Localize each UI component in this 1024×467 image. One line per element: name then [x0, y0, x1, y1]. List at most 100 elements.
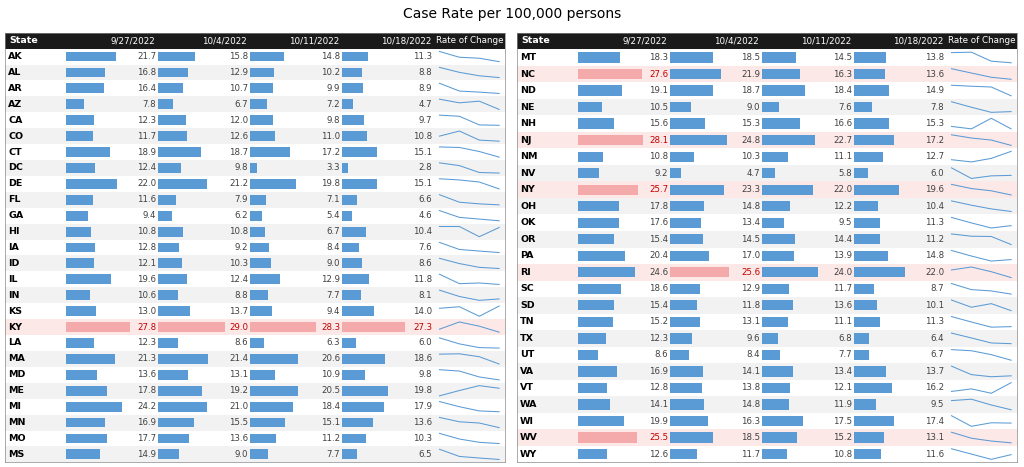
Bar — [854, 449, 881, 459]
Bar — [250, 84, 272, 93]
Text: WI: WI — [520, 417, 535, 425]
Text: 8.1: 8.1 — [419, 291, 432, 300]
Bar — [5, 33, 505, 49]
Bar — [158, 354, 208, 364]
Bar — [5, 112, 505, 128]
Text: 10.1: 10.1 — [926, 301, 944, 310]
Bar — [5, 446, 505, 462]
Bar — [342, 386, 388, 396]
Text: 9.7: 9.7 — [419, 116, 432, 125]
Bar — [762, 135, 815, 145]
Bar — [5, 287, 505, 303]
Bar — [517, 231, 1017, 248]
Bar — [250, 402, 293, 411]
Text: UT: UT — [520, 350, 535, 360]
Bar — [670, 69, 721, 79]
Bar — [5, 351, 505, 367]
Text: 11.1: 11.1 — [834, 318, 852, 326]
Bar — [5, 64, 505, 80]
Bar — [762, 449, 786, 459]
Bar — [854, 251, 888, 261]
Text: 10.2: 10.2 — [322, 68, 340, 77]
Text: OH: OH — [520, 202, 537, 211]
Bar — [342, 163, 348, 173]
Bar — [158, 275, 186, 284]
Text: 9.6: 9.6 — [746, 334, 760, 343]
Text: DC: DC — [8, 163, 23, 172]
Text: 24.0: 24.0 — [834, 268, 852, 277]
Bar — [5, 399, 505, 415]
Text: GA: GA — [8, 211, 24, 220]
Bar — [854, 333, 868, 344]
Bar — [158, 259, 181, 269]
Bar — [854, 399, 876, 410]
Text: 28.3: 28.3 — [322, 323, 340, 332]
Bar — [5, 80, 505, 96]
Text: 17.6: 17.6 — [649, 218, 669, 227]
Text: 17.2: 17.2 — [322, 148, 340, 156]
Bar — [517, 149, 1017, 165]
Text: 10.3: 10.3 — [741, 152, 760, 161]
Text: 12.2: 12.2 — [834, 202, 852, 211]
Bar — [5, 224, 505, 240]
Text: 8.4: 8.4 — [327, 243, 340, 252]
Text: VA: VA — [520, 367, 535, 376]
Text: 12.0: 12.0 — [229, 116, 248, 125]
Bar — [342, 322, 406, 332]
Text: 16.3: 16.3 — [741, 417, 760, 425]
Text: VT: VT — [520, 383, 535, 392]
Bar — [5, 303, 505, 319]
Text: 27.6: 27.6 — [649, 70, 669, 78]
Bar — [517, 413, 1017, 429]
Bar — [517, 33, 1017, 49]
Text: MN: MN — [8, 418, 26, 427]
Bar — [250, 370, 275, 380]
Text: 14.0: 14.0 — [414, 307, 432, 316]
Bar — [158, 449, 178, 460]
Bar — [854, 135, 894, 145]
Text: 6.0: 6.0 — [931, 169, 944, 177]
Bar — [250, 354, 298, 364]
Bar — [762, 234, 796, 244]
Bar — [158, 179, 207, 189]
Text: CO: CO — [8, 132, 24, 141]
Text: Rate of Change: Rate of Change — [947, 36, 1015, 45]
Text: 17.9: 17.9 — [414, 402, 432, 411]
Text: OR: OR — [520, 235, 536, 244]
Bar — [854, 102, 872, 112]
Bar — [158, 433, 189, 443]
Text: 7.6: 7.6 — [419, 243, 432, 252]
Bar — [250, 147, 290, 157]
Text: 8.6: 8.6 — [234, 339, 248, 347]
Bar — [670, 135, 727, 145]
Bar — [66, 290, 90, 300]
Bar — [342, 370, 365, 380]
Text: 22.0: 22.0 — [926, 268, 944, 277]
Text: 13.8: 13.8 — [741, 383, 760, 392]
Text: 12.1: 12.1 — [834, 383, 852, 392]
Text: 27.3: 27.3 — [414, 323, 432, 332]
Bar — [762, 52, 796, 63]
Text: 9.4: 9.4 — [142, 211, 157, 220]
Text: 18.6: 18.6 — [649, 284, 669, 293]
Text: 10.8: 10.8 — [229, 227, 248, 236]
Bar — [517, 165, 1017, 181]
Bar — [158, 290, 178, 300]
Bar — [578, 102, 602, 112]
Bar — [517, 297, 1017, 314]
Text: 8.6: 8.6 — [654, 350, 669, 360]
Bar — [578, 184, 638, 195]
Text: 10/4/2022: 10/4/2022 — [203, 36, 247, 45]
Text: 21.4: 21.4 — [229, 354, 248, 363]
Bar — [578, 366, 617, 376]
Bar — [670, 333, 692, 344]
Bar — [158, 242, 179, 253]
Bar — [5, 415, 505, 431]
Text: 12.6: 12.6 — [649, 450, 669, 459]
Text: 17.0: 17.0 — [741, 251, 760, 260]
Text: 18.9: 18.9 — [137, 148, 157, 156]
Bar — [158, 195, 176, 205]
Bar — [578, 119, 614, 129]
Text: DE: DE — [8, 179, 23, 188]
Text: 19.6: 19.6 — [926, 185, 944, 194]
